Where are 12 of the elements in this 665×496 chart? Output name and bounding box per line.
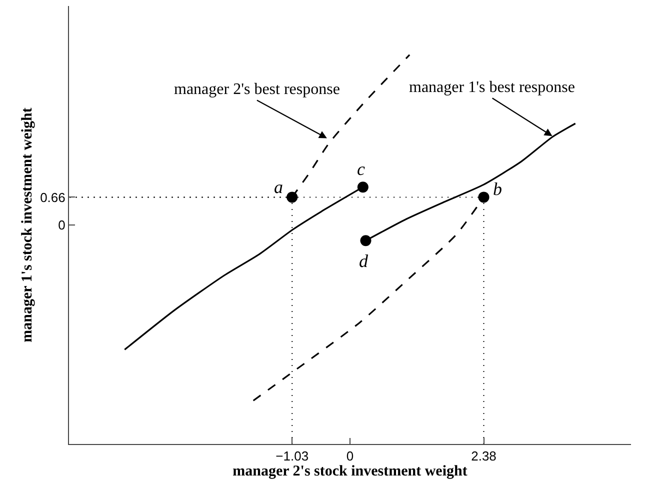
y-axis-title: manager 1's stock investment weight	[19, 108, 36, 342]
annotation: b	[493, 179, 502, 199]
annotation: c	[357, 159, 365, 179]
annotation: d	[359, 251, 369, 271]
annotation: a	[274, 177, 283, 197]
x-tick-label: 0	[346, 448, 354, 464]
x-tick-label: −1.03	[276, 448, 309, 464]
x-tick-label: 2.38	[471, 448, 496, 464]
x-axis-title: manager 2's stock investment weight	[232, 464, 468, 480]
annotation: manager 2's best response	[174, 81, 340, 98]
y-tick-label: 0.66	[40, 190, 66, 205]
annotation: manager 1's best response	[409, 79, 575, 96]
